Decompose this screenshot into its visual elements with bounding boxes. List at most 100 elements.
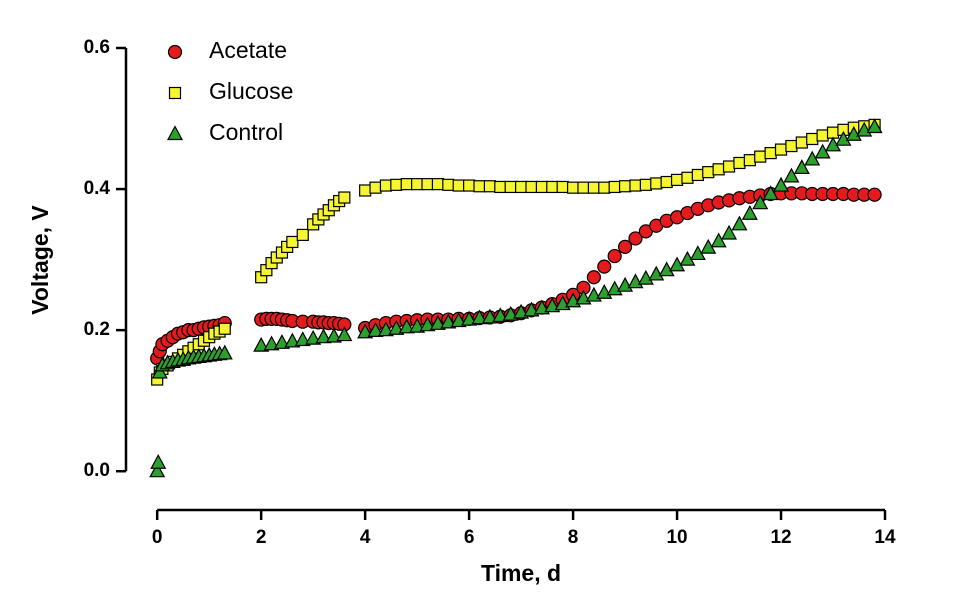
point xyxy=(483,180,497,193)
point xyxy=(587,181,600,194)
point xyxy=(216,344,233,360)
point xyxy=(388,319,405,335)
point xyxy=(284,332,301,348)
point xyxy=(377,321,394,337)
point xyxy=(481,308,498,324)
point xyxy=(253,336,270,352)
point xyxy=(773,176,790,192)
point xyxy=(752,194,769,210)
point xyxy=(263,335,280,351)
y-tick-label: 0.0 xyxy=(84,460,110,481)
point xyxy=(660,175,673,189)
point xyxy=(598,181,611,194)
point xyxy=(336,326,353,342)
point xyxy=(866,118,883,134)
point xyxy=(359,184,372,197)
point xyxy=(754,150,767,163)
point xyxy=(628,231,643,246)
point xyxy=(357,323,374,339)
point xyxy=(367,322,384,337)
point xyxy=(845,125,862,141)
point xyxy=(461,310,478,326)
point xyxy=(504,180,517,194)
point xyxy=(149,462,166,478)
point xyxy=(691,168,704,182)
point xyxy=(608,180,621,194)
y-tick-label: 0.4 xyxy=(84,178,111,199)
point xyxy=(637,269,654,285)
point xyxy=(421,178,434,191)
point xyxy=(390,178,403,191)
legend-label: Acetate xyxy=(209,37,287,63)
y-axis-label: Voltage, V xyxy=(27,205,53,315)
point xyxy=(429,315,446,330)
x-axis-label: Time, d xyxy=(481,560,561,586)
point xyxy=(712,163,725,176)
x-tick-label: 12 xyxy=(770,527,791,548)
point xyxy=(658,261,675,277)
point xyxy=(369,181,382,194)
point xyxy=(639,178,652,191)
x-tick-label: 2 xyxy=(256,527,267,548)
point xyxy=(525,180,538,194)
point xyxy=(670,173,684,186)
x-tick-label: 4 xyxy=(360,527,371,548)
point xyxy=(710,232,727,248)
x-tick-label: 6 xyxy=(464,527,475,548)
point xyxy=(731,215,748,231)
x-tick-label: 0 xyxy=(152,527,163,548)
x-tick-label: 10 xyxy=(666,527,687,548)
point xyxy=(743,154,756,167)
point xyxy=(305,329,322,345)
point xyxy=(535,180,548,194)
point xyxy=(325,327,342,343)
point xyxy=(566,181,580,194)
point xyxy=(597,259,612,274)
y-tick-label: 0.6 xyxy=(84,37,110,58)
legend-marker xyxy=(168,86,182,100)
point xyxy=(795,136,808,149)
point xyxy=(783,167,800,183)
point xyxy=(411,178,424,191)
point xyxy=(835,130,852,146)
point xyxy=(379,179,393,192)
point xyxy=(785,139,798,153)
point xyxy=(400,178,413,191)
point xyxy=(452,179,465,192)
point xyxy=(471,309,488,325)
point xyxy=(764,146,777,160)
point xyxy=(762,185,779,201)
point xyxy=(419,316,436,332)
point xyxy=(806,132,819,146)
point xyxy=(741,204,758,220)
point xyxy=(618,180,632,193)
legend-label: Control xyxy=(209,119,283,145)
point xyxy=(492,307,509,323)
point xyxy=(514,180,528,194)
point xyxy=(294,331,311,347)
point xyxy=(721,224,738,240)
point xyxy=(546,180,559,194)
point xyxy=(494,180,507,194)
point xyxy=(681,171,694,184)
point xyxy=(442,178,455,191)
point xyxy=(629,179,642,192)
point xyxy=(586,270,601,285)
point xyxy=(315,328,332,344)
point xyxy=(150,453,167,469)
x-tick-label: 8 xyxy=(568,527,579,548)
point xyxy=(431,178,445,191)
point xyxy=(450,312,467,328)
legend-marker xyxy=(167,44,183,60)
point xyxy=(702,166,715,179)
point xyxy=(556,180,569,194)
point xyxy=(617,239,633,255)
point xyxy=(338,191,351,204)
point xyxy=(816,129,829,142)
point xyxy=(867,187,882,202)
y-tick-label: 0.2 xyxy=(84,319,110,340)
legend-marker xyxy=(166,125,184,141)
point xyxy=(826,126,840,139)
point xyxy=(273,334,290,349)
